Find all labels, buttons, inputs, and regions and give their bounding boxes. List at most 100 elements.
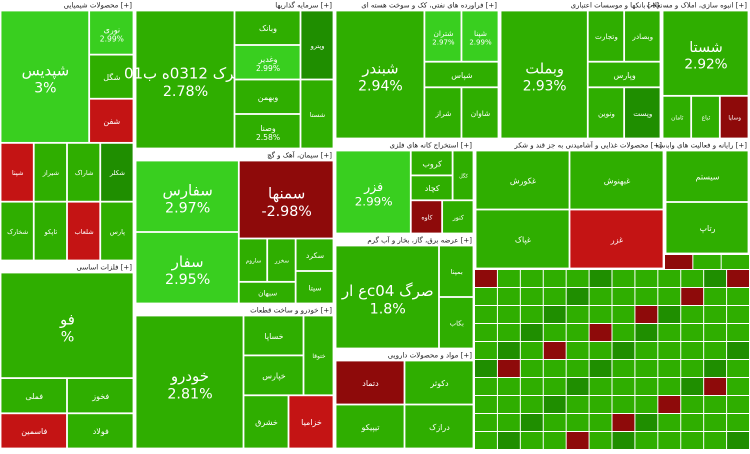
- treemap-tile[interactable]: [303, 315, 334, 396]
- treemap-tile[interactable]: [658, 324, 681, 341]
- treemap-tile[interactable]: [135, 315, 244, 449]
- treemap-tile[interactable]: [681, 270, 704, 287]
- treemap-tile[interactable]: [612, 378, 635, 395]
- treemap-tile[interactable]: [543, 414, 566, 431]
- treemap-tile[interactable]: [693, 255, 721, 269]
- treemap-tile[interactable]: [520, 324, 543, 341]
- treemap-tile[interactable]: [589, 342, 612, 359]
- treemap-tile[interactable]: [658, 288, 681, 305]
- treemap-tile[interactable]: [335, 245, 439, 349]
- treemap-tile[interactable]: [587, 87, 625, 139]
- treemap-tile[interactable]: [635, 270, 658, 287]
- treemap-tile[interactable]: [704, 288, 727, 305]
- treemap-tile[interactable]: [566, 306, 589, 323]
- treemap-tile[interactable]: [589, 360, 612, 377]
- treemap-tile[interactable]: [566, 270, 589, 287]
- treemap-tile[interactable]: [439, 245, 474, 297]
- treemap-tile[interactable]: [658, 378, 681, 395]
- treemap-tile[interactable]: [612, 396, 635, 413]
- treemap-tile[interactable]: [624, 87, 661, 139]
- treemap-tile[interactable]: [475, 306, 497, 323]
- treemap-tile[interactable]: [543, 378, 566, 395]
- treemap-tile[interactable]: [658, 306, 681, 323]
- treemap-tile[interactable]: [704, 414, 727, 431]
- treemap-tile[interactable]: [461, 10, 499, 62]
- treemap-tile[interactable]: [243, 395, 289, 449]
- treemap-tile[interactable]: [543, 270, 566, 287]
- treemap-tile[interactable]: [543, 288, 566, 305]
- treemap-tile[interactable]: [612, 270, 635, 287]
- treemap-tile[interactable]: [704, 432, 727, 449]
- treemap-tile[interactable]: [497, 414, 520, 431]
- treemap-tile[interactable]: [267, 238, 296, 282]
- treemap-tile[interactable]: [704, 360, 727, 377]
- treemap-tile[interactable]: [635, 288, 658, 305]
- treemap-tile[interactable]: [234, 79, 301, 114]
- treemap-tile[interactable]: [404, 404, 474, 449]
- treemap-tile[interactable]: [727, 288, 749, 305]
- treemap-tile[interactable]: [566, 432, 589, 449]
- treemap-tile[interactable]: [589, 270, 612, 287]
- treemap-tile[interactable]: [410, 150, 453, 176]
- treemap-tile[interactable]: [704, 342, 727, 359]
- treemap-tile[interactable]: [662, 95, 692, 139]
- treemap-tile[interactable]: [234, 114, 301, 149]
- treemap-tile[interactable]: [635, 414, 658, 431]
- treemap-tile[interactable]: [658, 414, 681, 431]
- treemap-tile[interactable]: [238, 281, 296, 304]
- treemap-tile[interactable]: [475, 432, 497, 449]
- treemap-tile[interactable]: [100, 201, 134, 261]
- treemap-tile[interactable]: [288, 395, 334, 449]
- treemap-tile[interactable]: [475, 270, 497, 287]
- treemap-tile[interactable]: [566, 360, 589, 377]
- treemap-tile[interactable]: [635, 432, 658, 449]
- treemap-tile[interactable]: [475, 414, 497, 431]
- treemap-tile[interactable]: [452, 150, 474, 201]
- treemap-tile[interactable]: [719, 95, 749, 139]
- treemap-tile[interactable]: [566, 288, 589, 305]
- treemap-tile[interactable]: [89, 98, 134, 143]
- treemap-tile[interactable]: [520, 396, 543, 413]
- treemap-tile[interactable]: [424, 10, 462, 62]
- treemap-tile[interactable]: [727, 306, 749, 323]
- treemap-tile[interactable]: [681, 360, 704, 377]
- treemap-tile[interactable]: [704, 324, 727, 341]
- treemap-tile[interactable]: [704, 270, 727, 287]
- treemap-tile[interactable]: [612, 324, 635, 341]
- treemap-tile[interactable]: [543, 306, 566, 323]
- treemap-tile[interactable]: [612, 306, 635, 323]
- treemap-tile[interactable]: [0, 142, 34, 202]
- treemap-tile[interactable]: [300, 79, 334, 149]
- treemap-tile[interactable]: [0, 272, 134, 378]
- treemap-tile[interactable]: [500, 10, 588, 139]
- treemap-tile[interactable]: [295, 238, 334, 271]
- treemap-tile[interactable]: [569, 209, 664, 269]
- treemap-tile[interactable]: [520, 270, 543, 287]
- treemap-tile[interactable]: [67, 201, 101, 261]
- treemap-tile[interactable]: [67, 413, 134, 449]
- treemap-tile[interactable]: [635, 378, 658, 395]
- treemap-tile[interactable]: [612, 432, 635, 449]
- treemap-tile[interactable]: [566, 342, 589, 359]
- treemap-tile[interactable]: [475, 342, 497, 359]
- treemap-tile[interactable]: [612, 414, 635, 431]
- treemap-tile[interactable]: [404, 360, 474, 405]
- treemap-tile[interactable]: [33, 142, 67, 202]
- treemap-tile[interactable]: [410, 200, 443, 234]
- treemap-tile[interactable]: [0, 10, 90, 143]
- treemap-tile[interactable]: [589, 288, 612, 305]
- treemap-tile[interactable]: [238, 160, 334, 239]
- treemap-tile[interactable]: [665, 202, 749, 254]
- treemap-tile[interactable]: [335, 404, 405, 449]
- treemap-tile[interactable]: [238, 238, 268, 282]
- treemap-tile[interactable]: [704, 378, 727, 395]
- treemap-tile[interactable]: [520, 432, 543, 449]
- treemap-tile[interactable]: [543, 360, 566, 377]
- treemap-tile[interactable]: [67, 378, 134, 414]
- treemap-tile[interactable]: [681, 414, 704, 431]
- treemap-tile[interactable]: [624, 10, 661, 62]
- treemap-tile[interactable]: [566, 414, 589, 431]
- treemap-tile[interactable]: [0, 201, 34, 261]
- treemap-tile[interactable]: [566, 324, 589, 341]
- treemap-tile[interactable]: [543, 396, 566, 413]
